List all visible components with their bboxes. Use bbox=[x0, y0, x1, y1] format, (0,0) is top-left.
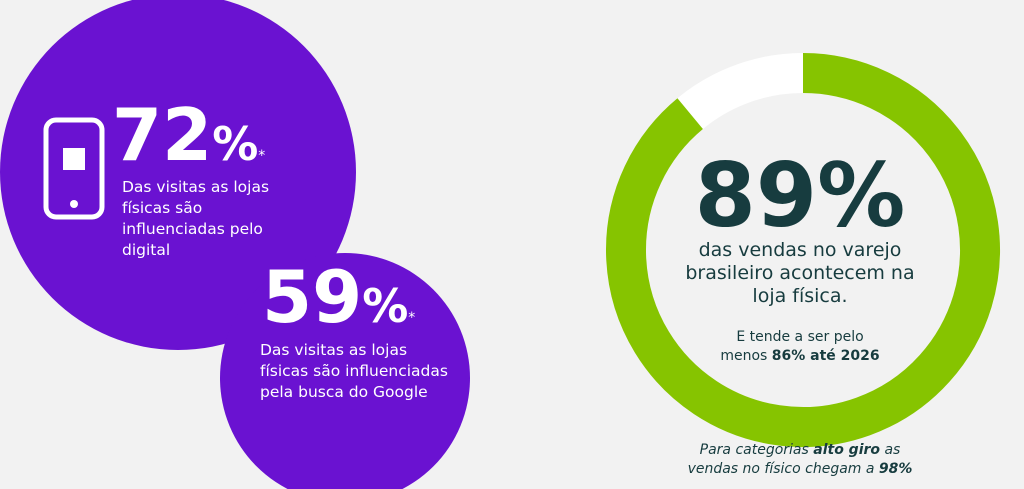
donut-description: loja física. bbox=[752, 285, 847, 307]
stat-unit: % bbox=[362, 279, 408, 333]
stat-unit: % bbox=[212, 117, 258, 171]
stat-description: pela busca do Google bbox=[260, 383, 428, 401]
forecast-line: menos 86% até 2026 bbox=[720, 348, 879, 364]
stat-value: 72%* bbox=[112, 93, 265, 177]
stat-description: Das visitas as lojas bbox=[260, 341, 407, 359]
stat-value: 59%* bbox=[262, 255, 415, 339]
forecast-highlight: 86% até 2026 bbox=[772, 348, 880, 364]
donut-arc bbox=[606, 53, 1000, 447]
forecast-line: E tende a ser pelo bbox=[736, 329, 863, 345]
footnote-text: vendas no físico chegam a bbox=[688, 461, 879, 477]
footnote-line: Para categorias alto giro as bbox=[700, 442, 901, 458]
purple-circle bbox=[0, 0, 356, 350]
stat-description: digital bbox=[122, 241, 170, 259]
stat-description: Das visitas as lojas bbox=[122, 178, 269, 196]
phone-box bbox=[63, 148, 85, 170]
phone-icon bbox=[43, 117, 105, 220]
purple-circle bbox=[220, 253, 470, 489]
stat-description: físicas são bbox=[122, 199, 202, 217]
footnote-highlight: alto giro bbox=[813, 442, 880, 458]
donut-label: 89% bbox=[695, 144, 906, 247]
footnote-highlight: 98% bbox=[879, 461, 913, 477]
donut-description: das vendas no varejo bbox=[699, 239, 902, 261]
stat-number: 72 bbox=[112, 93, 212, 177]
stat-number: 59 bbox=[262, 255, 362, 339]
stat-description: influenciadas pelo bbox=[122, 220, 263, 238]
footnote-text: as bbox=[880, 442, 900, 458]
donut-description: brasileiro acontecem na bbox=[685, 262, 914, 284]
stat-note: * bbox=[258, 148, 265, 164]
stat-note: * bbox=[408, 310, 415, 326]
footnote-line: vendas no físico chegam a 98% bbox=[688, 461, 913, 477]
phone-dot bbox=[70, 200, 78, 208]
stat-description: físicas são influenciadas bbox=[260, 362, 448, 380]
forecast-text: menos bbox=[720, 348, 771, 364]
footnote-text: Para categorias bbox=[700, 442, 814, 458]
